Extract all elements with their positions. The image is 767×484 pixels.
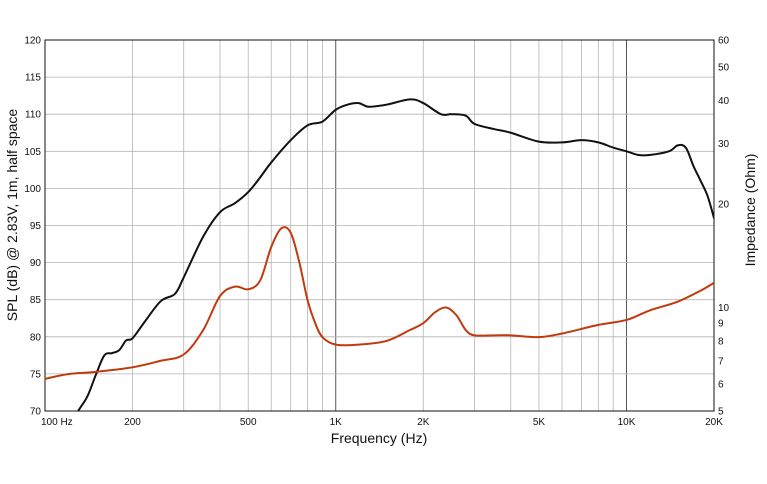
y-tick-label: 95 <box>30 221 42 232</box>
y2-tick-label: 6 <box>718 379 724 390</box>
x-tick-labels: 100 Hz 200 500 1K 2K 5K 10K 20K <box>41 417 723 428</box>
x-tick-label: 100 Hz <box>41 417 73 428</box>
x-tick-label: 200 <box>124 417 141 428</box>
x-tick-label: 500 <box>240 417 257 428</box>
y2-tick-label: 20 <box>718 200 730 211</box>
y-tick-label: 120 <box>24 36 41 47</box>
spl-curve <box>76 98 714 411</box>
y2-tick-label: 60 <box>718 36 730 47</box>
y2-tick-label: 9 <box>718 319 724 330</box>
y-axis-title: SPL (dB) @ 2.83V, 1m, half space <box>4 109 20 322</box>
series-layer <box>45 98 714 411</box>
y-tick-label: 90 <box>30 258 42 269</box>
y-tick-label: 115 <box>25 73 41 84</box>
x-axis-title: Frequency (Hz) <box>331 430 427 446</box>
y2-tick-label: 10 <box>718 303 730 314</box>
y-tick-label: 105 <box>24 147 41 158</box>
y2-axis-title: Impedance (Ohm) <box>742 154 758 267</box>
y-tick-labels: 70 75 80 85 90 95 100 105 110 115 120 <box>24 36 41 418</box>
y-tick-label: 80 <box>30 332 42 343</box>
y2-tick-label: 30 <box>718 139 730 150</box>
y2-tick-label: 40 <box>718 96 730 107</box>
grid <box>45 40 714 411</box>
y2-tick-label: 8 <box>718 336 724 347</box>
y-tick-label: 100 <box>24 184 41 195</box>
y2-tick-labels: 5 6 7 8 9 10 20 30 40 50 60 <box>718 36 730 418</box>
y2-tick-label: 5 <box>718 407 724 418</box>
y-tick-label: 85 <box>30 295 42 306</box>
y-tick-label: 70 <box>30 407 42 418</box>
x-tick-label: 2K <box>417 417 430 428</box>
plot-frame <box>44 39 715 412</box>
y2-tick-label: 50 <box>718 63 730 74</box>
x-tick-label: 5K <box>533 417 546 428</box>
impedance-curve <box>45 226 714 380</box>
x-tick-label: 10K <box>618 417 636 428</box>
y-tick-label: 110 <box>25 110 41 121</box>
y2-tick-label: 7 <box>718 356 724 367</box>
x-tick-label: 1K <box>330 417 343 428</box>
x-tick-label: 20K <box>705 417 723 428</box>
y-tick-label: 75 <box>30 369 42 380</box>
